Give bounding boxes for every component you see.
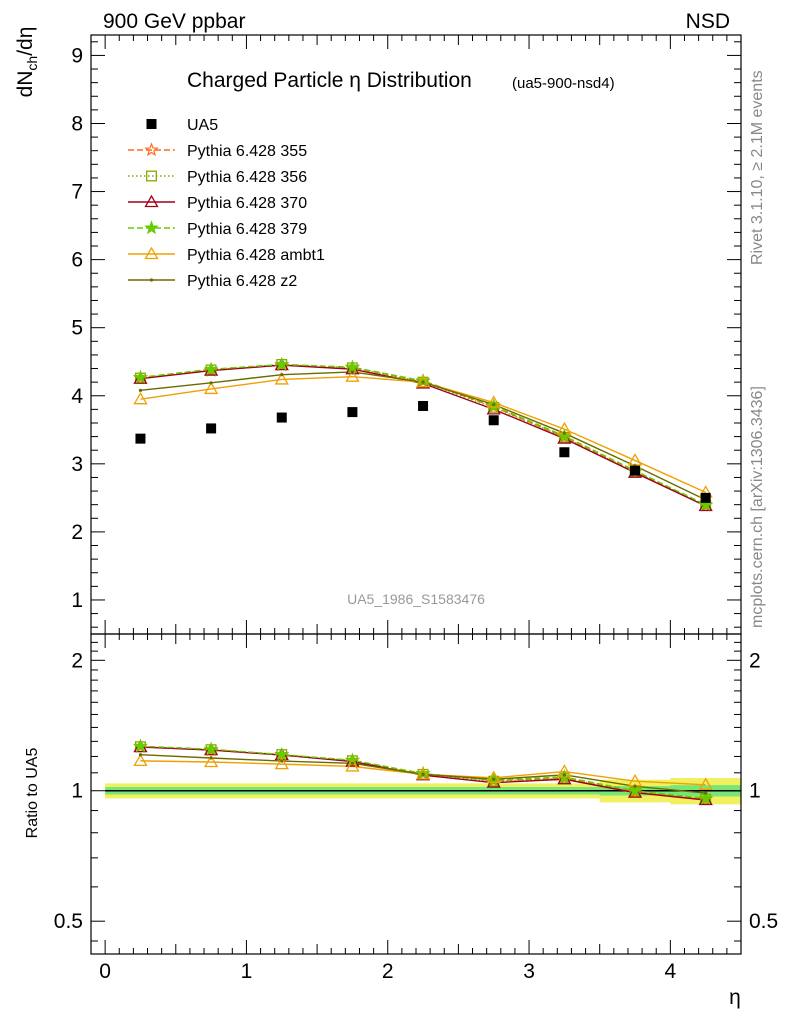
main-plot: 1 2 3 4 5 6 7 8 9 [71,34,742,635]
legend-marker-3 [144,194,159,208]
main-y-tick-label: 1 [71,589,83,612]
energy-label: 900 GeV ppbar [103,10,245,33]
ratio-y-tick-label-right: 0.5 [749,910,778,933]
ua5-data-point [700,492,711,503]
ratio-series-6-marker [350,761,355,765]
ratio-series-5-marker [415,767,431,780]
ratio-series-6-marker [633,784,637,788]
main-y-tick-label: 7 [71,181,83,204]
legend-label-1: Pythia 6.428 355 [187,143,307,160]
ua5-data-point [206,423,217,434]
series-4-marker [133,369,148,384]
ratio-y-tick-label-right: 1 [749,780,761,803]
ratio-series-6-marker [421,772,425,776]
series-line-6 [140,371,706,501]
legend-label-6: Pythia 6.428 z2 [187,273,297,290]
series-5-marker [274,372,289,385]
x-axis-label: η [729,986,741,1009]
ratio-series-5-marker [203,754,219,768]
analysis-watermark: UA5_1986_S1583476 [347,591,485,607]
legend-marker-2 [146,170,157,182]
series-6-marker [492,403,496,407]
series-6-marker [280,373,284,377]
ratio-series-4-marker [133,738,148,753]
legend-ua5-label: UA5 [187,117,218,134]
x-tick-label: 2 [382,960,394,983]
chart-title: Charged Particle η Distribution [187,69,472,92]
main-y-tick-label: 6 [71,249,83,272]
legend-marker-4 [144,220,159,235]
legend-marker-5 [144,246,159,260]
series-6-marker [138,388,143,392]
mcplots-reference-label: mcplots.cern.ch [arXiv:1306.3436] [749,386,766,628]
ratio-series-5-marker [698,777,713,790]
main-y-axis-label: dNch/dη [14,27,40,98]
series-5-marker [345,369,360,382]
ua5-data-point [559,447,570,458]
legend-label-5: Pythia 6.428 ambt1 [187,247,325,264]
ratio-series-6-marker [492,777,496,781]
series-5-marker [203,381,219,395]
ratio-series-6-marker [280,759,284,763]
ratio-series-4-marker [203,741,219,756]
ratio-y-tick-label: 0.5 [54,910,83,933]
series-6-marker [421,380,425,384]
process-label: NSD [686,10,730,33]
series-line-5 [140,375,706,494]
main-y-tick-label: 2 [71,521,83,544]
ua5-data-point [276,412,287,423]
main-y-tick-label: 8 [71,112,83,135]
ua5-data-point [488,415,499,426]
rivet-version-label: Rivet 3.1.10, ≥ 2.1M events [749,70,766,265]
ratio-series-6-marker [562,773,566,777]
ua5-data-point [630,465,641,476]
legend-marker-1 [144,142,159,157]
series-6-marker [562,431,566,435]
legend-ua5-marker [146,119,157,129]
legend: UA5 Pythia 6.428 355 Pythia 6.428 356 Pythi… [128,117,325,290]
ratio-series-5-marker [486,770,501,783]
ratio-series-6-marker [138,753,143,757]
legend-label-2: Pythia 6.428 356 [187,169,307,186]
legend-marker-6 [149,278,154,282]
chart-subtitle: (ua5-900-nsd4) [512,75,615,92]
ratio-series-5-marker [274,756,289,770]
series-4-marker [203,361,219,376]
ratio-series-5-marker [345,759,360,772]
main-y-tick-label: 3 [71,453,83,476]
ratio-y-tick-label: 2 [71,649,83,672]
ratio-series-6-marker [704,791,708,795]
series-6-marker [209,381,213,385]
ua5-data-point [347,407,358,418]
main-y-tick-label: 5 [71,317,83,340]
legend-label-3: Pythia 6.428 370 [187,195,307,212]
main-y-tick-label: 4 [71,385,83,408]
x-tick-label: 4 [665,960,677,983]
legend-label-4: Pythia 6.428 379 [187,221,307,238]
series-line-2 [140,363,706,506]
series-5-marker [415,374,431,388]
ratio-y-axis-label: Ratio to UA5 [24,748,41,839]
ratio-series-4-marker [627,783,643,797]
ratio-plot: 0.5 0.5 1 1 2 2 0 1 2 3 4 [54,633,778,983]
ratio-series-4-marker [698,790,714,805]
series-5-marker [133,391,148,405]
ratio-y-tick-label: 1 [71,780,83,803]
ua5-data-point [135,433,146,444]
ratio-series-6-marker [209,756,213,760]
x-tick-label: 3 [523,960,535,983]
x-tick-label: 1 [241,960,253,983]
ua5-data-point [418,400,429,411]
series-5-marker [486,395,501,408]
ratio-y-tick-label-right: 2 [749,649,761,672]
main-y-tick-label: 9 [71,44,83,67]
ratio-series-5-marker [133,753,148,767]
series-line-4 [140,363,706,506]
series-6-marker [350,370,355,374]
x-tick-label: 0 [99,960,111,983]
series-4-marker [274,356,290,371]
